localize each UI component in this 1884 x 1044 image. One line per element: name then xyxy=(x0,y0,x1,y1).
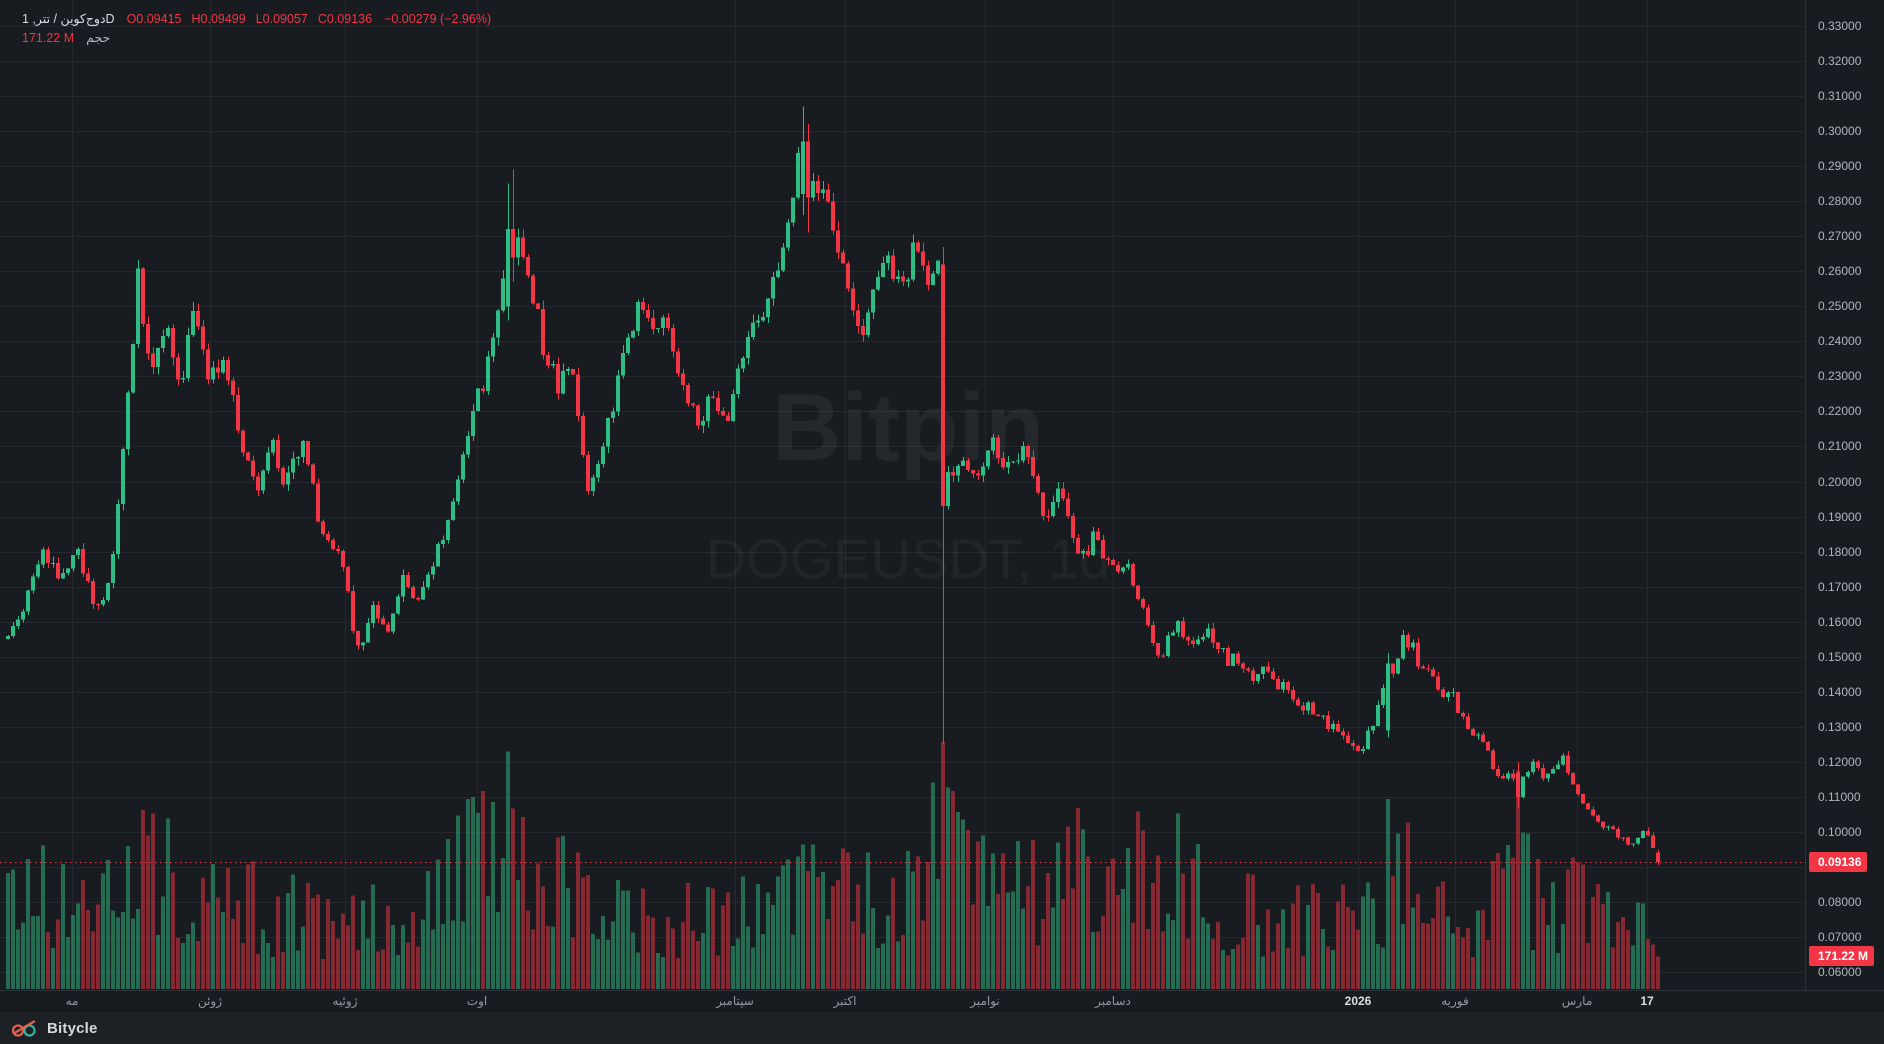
price-tick: 0.16000 xyxy=(1818,614,1862,629)
volume-value: 171.22 M xyxy=(22,30,75,45)
time-tick: اکتبر xyxy=(833,994,857,1008)
ohlc-values: O0.09415 H0.09499 L0.09057 C0.09136 xyxy=(127,12,373,26)
grid-lines xyxy=(0,0,1806,990)
volume-label: حجم xyxy=(86,31,111,45)
ohlc-item: L0.09057 xyxy=(255,11,308,26)
time-tick: مارس xyxy=(1561,994,1593,1008)
price-tick: 0.33000 xyxy=(1818,19,1862,33)
time-tick: ژوئن xyxy=(197,994,223,1008)
price-tick: 0.07000 xyxy=(1818,930,1862,945)
time-tick: اوت xyxy=(466,994,488,1008)
price-tick: 0.06000 xyxy=(1818,965,1862,980)
chart-pane[interactable]: Bitpin DOGEUSDT, 1d دوج‌کوین / تتر, 1D O0… xyxy=(0,0,1806,990)
candles-layer[interactable] xyxy=(6,106,1660,865)
ohlc-item: H0.09499 xyxy=(191,11,246,26)
footer-bar: Bitycle xyxy=(0,1012,1884,1044)
time-tick: فوریه xyxy=(1441,994,1469,1008)
time-axis[interactable]: مه ژوئن ژوئیه اوت سپتامبر اکتبر نوامبر دسامبر 20… xyxy=(0,990,1884,1011)
price-tick: 0.28000 xyxy=(1818,194,1862,209)
price-tick: 0.26000 xyxy=(1818,264,1862,279)
time-tick: ژوئیه xyxy=(332,994,358,1008)
time-tick: 17 xyxy=(1640,994,1654,1008)
bitycle-logo-icon[interactable] xyxy=(10,1018,40,1038)
price-tick: 0.29000 xyxy=(1818,159,1862,174)
last-volume-badge: 171.22 M xyxy=(1809,946,1875,967)
svg-text:DOGEUSDT, 1d: DOGEUSDT, 1d xyxy=(706,527,1111,590)
legend: دوج‌کوین / تتر, 1D O0.09415 H0.09499 L0.09… xyxy=(22,9,491,47)
time-tick: 2026 xyxy=(1344,994,1372,1008)
symbol-row: دوج‌کوین / تتر, 1D O0.09415 H0.09499 L0.09… xyxy=(22,9,491,28)
price-tick: 0.25000 xyxy=(1818,299,1862,314)
volume-bars xyxy=(6,742,1660,989)
price-tick: 0.30000 xyxy=(1818,124,1862,139)
brand-name[interactable]: Bitycle xyxy=(47,1019,98,1037)
price-tick: 0.14000 xyxy=(1818,684,1862,699)
price-tick: 0.17000 xyxy=(1818,579,1862,594)
time-tick: سپتامبر xyxy=(716,994,754,1008)
price-tick: 0.18000 xyxy=(1818,544,1862,559)
price-tick: 0.20000 xyxy=(1818,474,1862,489)
price-tick: 0.08000 xyxy=(1818,895,1862,909)
price-tick: 0.19000 xyxy=(1818,509,1862,524)
price-axis[interactable]: 0.09136 171.22 M 0.33000 0.32000 0.31000 0.… xyxy=(1807,0,1884,990)
ohlc-item: C0.09136 xyxy=(317,11,373,26)
time-tick: دسامبر xyxy=(1095,994,1131,1008)
ohlc-item: O0.09415 xyxy=(126,11,182,26)
price-tick: 0.32000 xyxy=(1818,54,1862,69)
change-value: −0.00279 (−2.96%) xyxy=(384,11,492,26)
time-tick: مه xyxy=(65,994,79,1008)
time-tick: نوامبر xyxy=(970,994,1000,1008)
price-tick: 0.31000 xyxy=(1818,89,1862,104)
volume-row: 171.22 M حجم xyxy=(22,28,491,47)
price-tick: 0.24000 xyxy=(1818,334,1862,349)
price-tick: 0.10000 xyxy=(1818,824,1862,839)
price-tick: 0.12000 xyxy=(1818,754,1862,769)
price-tick: 0.15000 xyxy=(1818,649,1862,664)
price-tick: 0.13000 xyxy=(1818,719,1862,734)
price-tick: 0.23000 xyxy=(1818,369,1862,384)
price-tick: 0.27000 xyxy=(1818,229,1862,244)
price-tick: 0.11000 xyxy=(1818,789,1861,804)
symbol-title[interactable]: دوج‌کوین / تتر, 1D xyxy=(22,12,115,26)
price-tick: 0.22000 xyxy=(1818,404,1862,419)
price-tick: 0.21000 xyxy=(1818,439,1862,454)
last-price-badge: 0.09136 xyxy=(1809,852,1868,873)
